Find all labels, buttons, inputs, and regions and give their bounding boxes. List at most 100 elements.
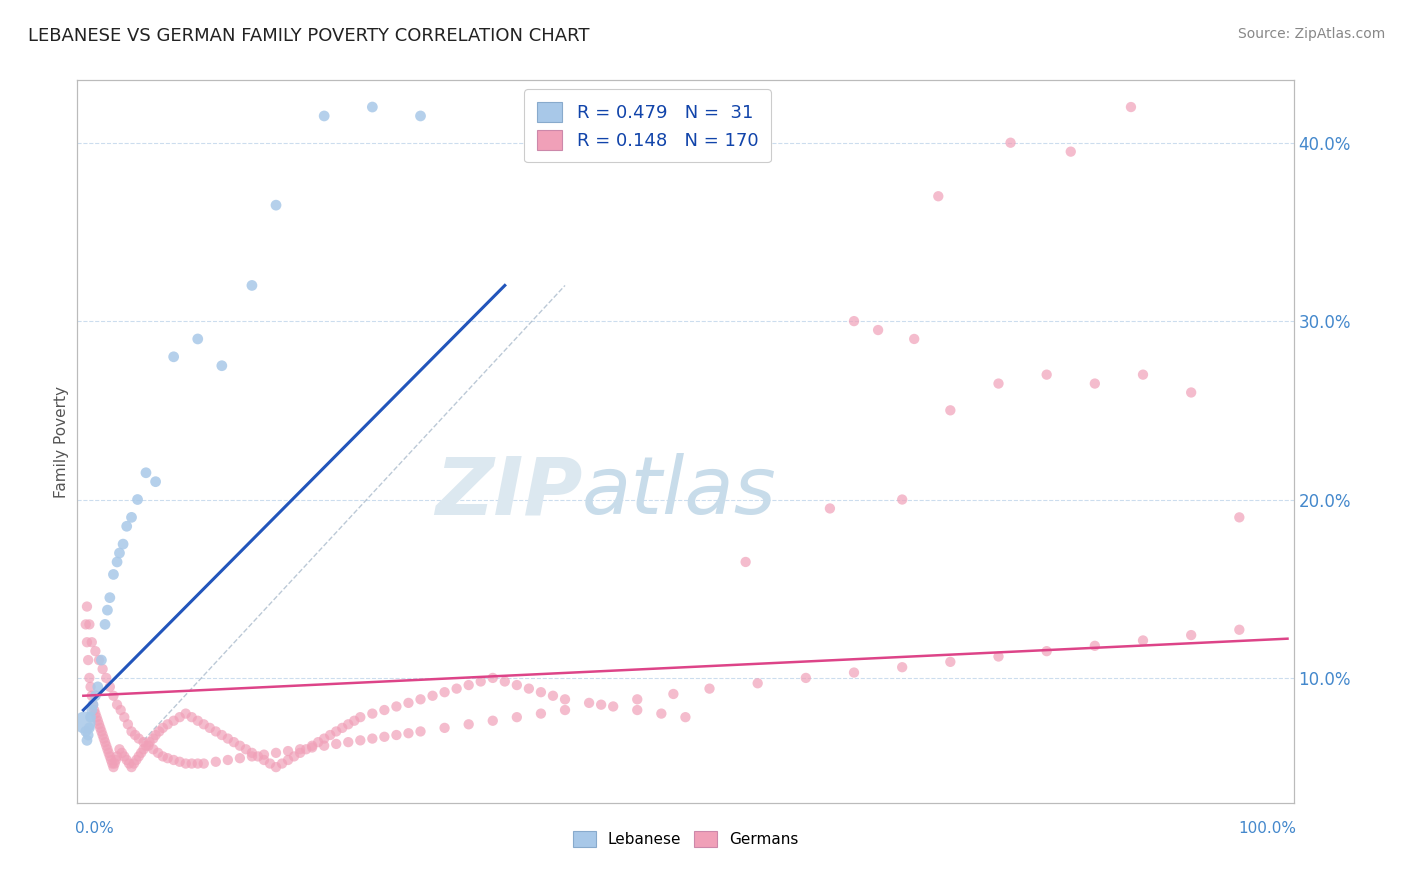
Point [187,756,209,771]
Point [494,674,516,689]
Point [121,510,143,524]
Point [79,710,101,724]
Point [211,359,233,373]
Point [506,678,529,692]
Point [939,655,962,669]
Point [111,746,134,760]
Point [91,662,114,676]
Text: 100.0%: 100.0% [1239,822,1296,837]
Point [90,653,112,667]
Point [235,742,257,756]
Point [314,739,336,753]
Point [163,350,186,364]
Point [217,753,239,767]
Point [314,731,336,746]
Point [301,740,323,755]
Point [591,698,613,712]
Point [541,689,564,703]
Point [180,710,202,724]
Point [457,717,479,731]
Point [987,649,1010,664]
Text: LEBANESE VS GERMAN FAMILY POVERTY CORRELATION CHART: LEBANESE VS GERMAN FAMILY POVERTY CORREL… [28,27,589,45]
Point [1060,145,1083,159]
Point [204,755,226,769]
Point [112,710,135,724]
Point [626,703,648,717]
Point [229,739,252,753]
Point [103,567,125,582]
Point [385,699,408,714]
Point [142,731,165,746]
Point [98,591,121,605]
Point [1227,510,1250,524]
Point [433,685,456,699]
Point [97,746,120,760]
Point [84,644,107,658]
Point [76,733,98,747]
Point [307,735,329,749]
Y-axis label: Family Poverty: Family Poverty [53,385,69,498]
Point [1035,368,1057,382]
Point [530,685,553,699]
Point [80,703,103,717]
Point [94,735,117,749]
Point [193,756,215,771]
Point [93,731,115,746]
Point [108,742,131,756]
Point [187,714,209,728]
Point [650,706,672,721]
Legend: Lebanese, Germans: Lebanese, Germans [567,825,804,853]
Point [211,728,233,742]
Point [1035,644,1057,658]
Point [174,756,197,771]
Point [145,728,167,742]
Point [135,466,157,480]
Point [174,706,197,721]
Point [142,742,165,756]
Point [83,703,105,717]
Point [868,323,890,337]
Point [169,710,191,724]
Point [128,731,150,746]
Point [675,710,697,724]
Point [398,726,420,740]
Point [662,687,685,701]
Point [842,665,865,680]
Point [156,751,179,765]
Point [103,760,125,774]
Point [101,756,124,771]
Point [77,728,100,742]
Point [105,698,128,712]
Point [349,733,371,747]
Point [1180,628,1202,642]
Point [1132,368,1154,382]
Point [127,492,149,507]
Point [301,739,323,753]
Point [277,753,299,767]
Point [105,749,128,764]
Point [343,714,366,728]
Point [82,698,104,712]
Point [349,710,371,724]
Point [187,332,209,346]
Point [79,671,101,685]
Text: ZIP: ZIP [434,453,582,531]
Point [94,617,117,632]
Point [253,747,276,762]
Point [240,749,263,764]
Point [198,721,221,735]
Point [217,731,239,746]
Point [259,756,281,771]
Point [891,492,914,507]
Point [138,739,160,753]
Point [264,746,287,760]
Point [1000,136,1022,150]
Point [626,692,648,706]
Point [481,714,503,728]
Point [193,717,215,731]
Point [734,555,756,569]
Point [79,617,101,632]
Point [361,706,384,721]
Point [104,753,127,767]
Point [82,698,104,712]
